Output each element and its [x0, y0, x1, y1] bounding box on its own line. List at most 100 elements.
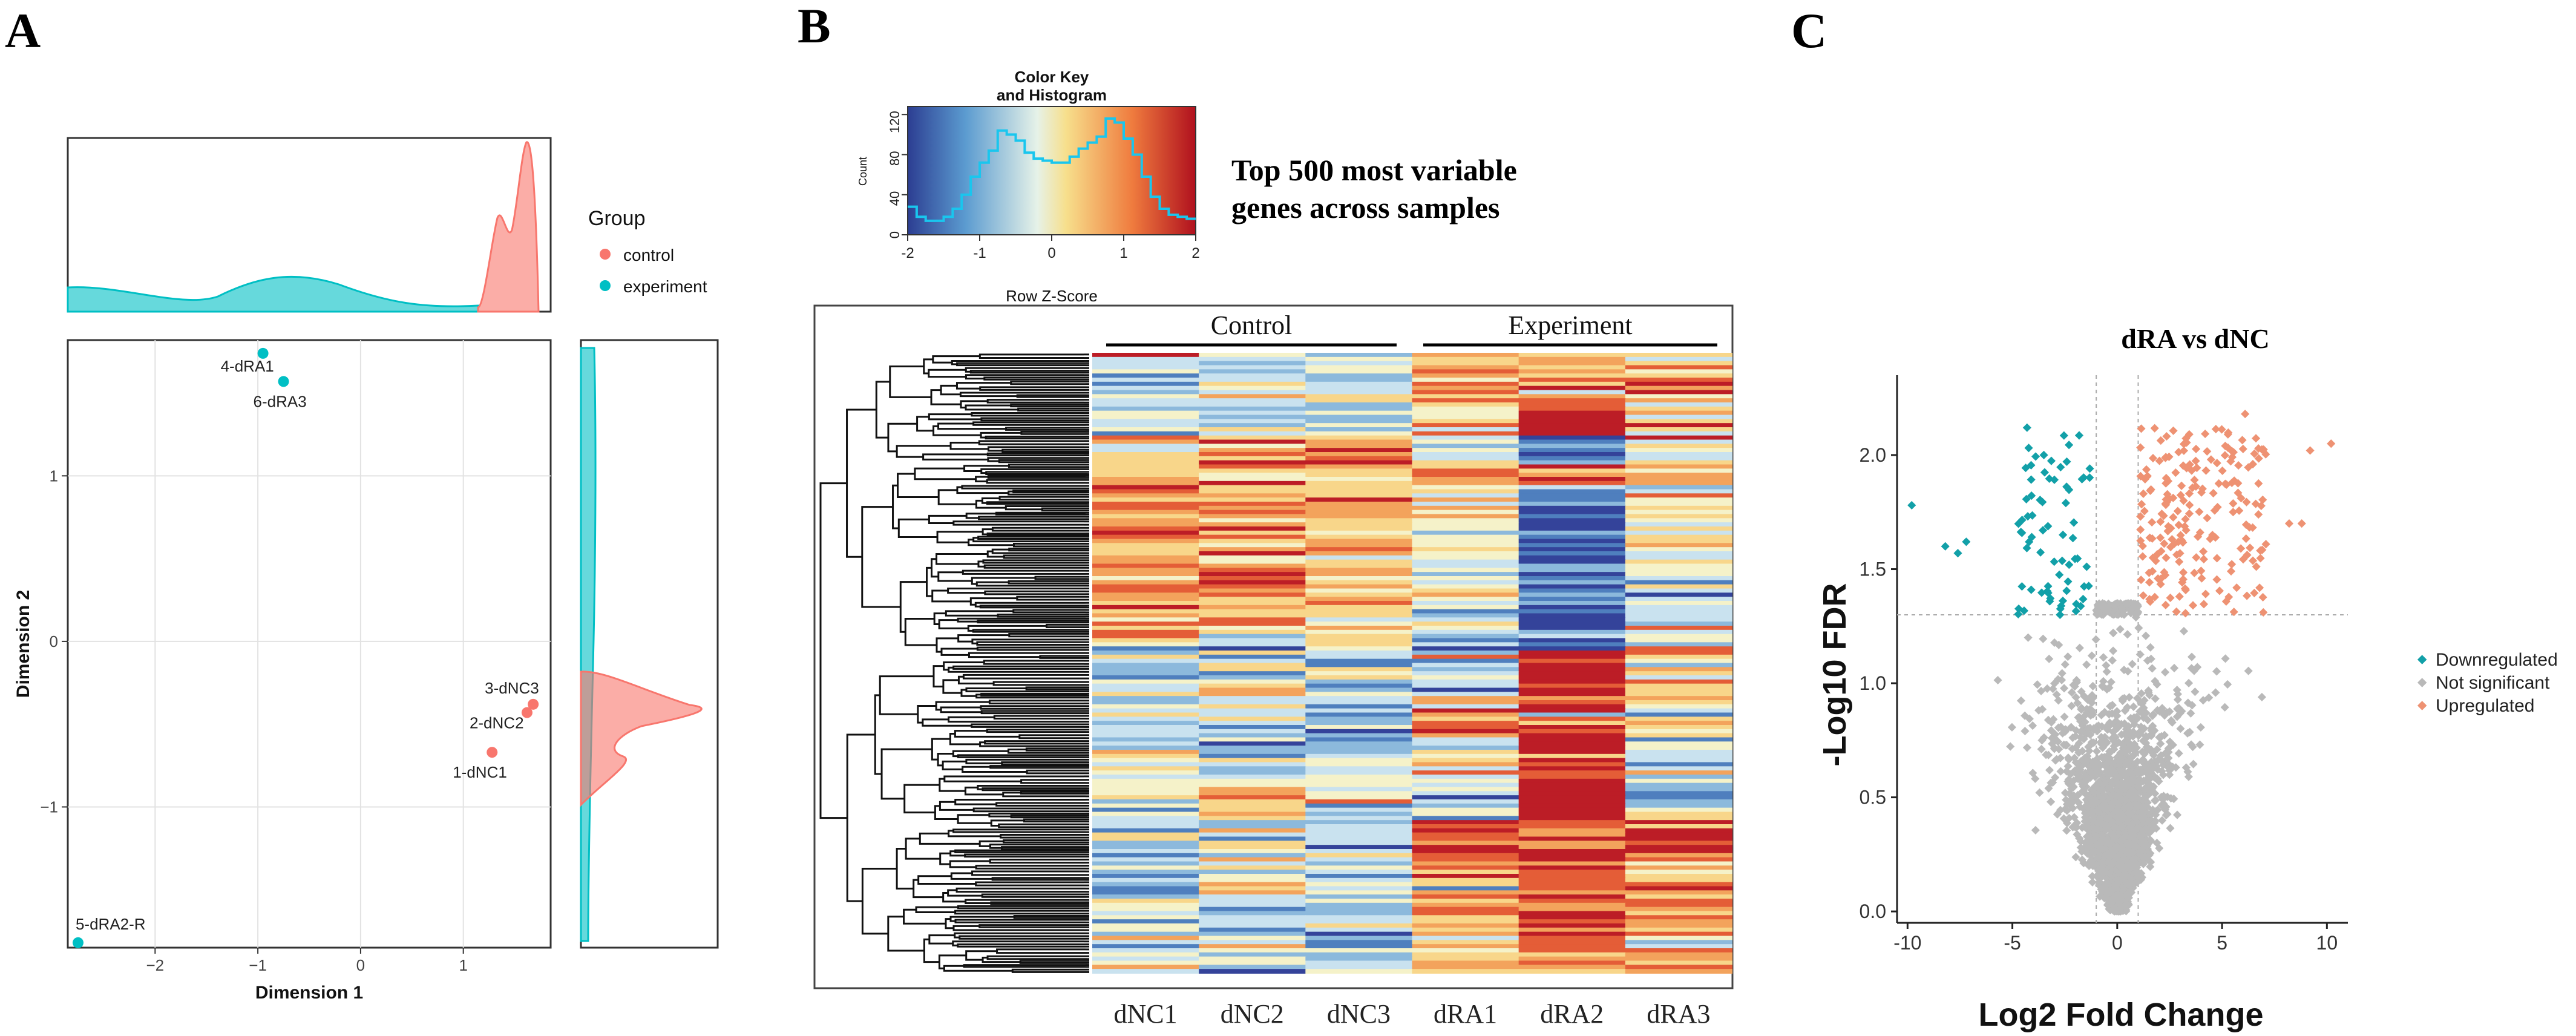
heatmap-cell: [1199, 824, 1306, 829]
dendrogram-branch: [922, 453, 988, 461]
heatmap-cell: [1092, 609, 1200, 614]
heatmap-cell: [1199, 406, 1306, 411]
heatmap-cell: [1092, 886, 1200, 891]
heatmap-cell: [1518, 518, 1626, 523]
heatmap-cell: [1199, 663, 1306, 668]
heatmap-cell: [1305, 580, 1413, 585]
heatmap-cell: [1625, 497, 1732, 502]
heatmap-cell: [1412, 473, 1519, 477]
heatmap-cell: [1518, 568, 1626, 573]
heatmap-cell: [1199, 675, 1306, 680]
volcano-point: [2160, 667, 2170, 677]
heatmap-cell: [1305, 824, 1413, 829]
heatmap-cell: [1518, 365, 1626, 370]
volcano-point: [2031, 452, 2040, 461]
heatmap-cell: [1412, 464, 1519, 470]
heatmap-cell: [1092, 915, 1200, 920]
heatmap-cell: [1625, 671, 1732, 676]
volcano-point: [2056, 767, 2065, 776]
heatmap-cell: [1092, 667, 1200, 672]
heatmap-cell: [1412, 480, 1519, 486]
heatmap-cell: [1092, 584, 1200, 589]
heatmap-cell: [1305, 770, 1413, 775]
heatmap-cell: [1625, 700, 1732, 705]
heatmap-cell: [1625, 530, 1732, 536]
heatmap-cell: [1625, 960, 1732, 966]
dendrogram-branch: [992, 681, 1086, 686]
heatmap-cell: [1412, 721, 1519, 726]
heatmap-cell: [1412, 865, 1519, 871]
heatmap-cell: [1518, 931, 1626, 937]
heatmap-cell: [1305, 444, 1413, 449]
dendrogram-branch: [993, 715, 1086, 720]
volcano-y-tick-label: 1.0: [1860, 672, 1886, 694]
heatmap-cell: [1092, 514, 1200, 519]
heatmap-cell: [1199, 518, 1306, 523]
heatmap-cell: [1518, 497, 1626, 502]
dendrogram-branch: [977, 784, 1086, 790]
heatmap-cell: [1412, 646, 1519, 651]
heatmap-cell: [1412, 617, 1519, 623]
heatmap-cell: [1518, 824, 1626, 829]
heatmap-cell: [1199, 629, 1306, 635]
heatmap-cell: [1092, 824, 1200, 829]
heatmap-cell: [1305, 353, 1413, 358]
volcano-point: [2039, 450, 2048, 460]
heatmap-cell: [1092, 782, 1200, 788]
heatmap-cell: [1625, 775, 1732, 779]
heatmap-cell: [1412, 667, 1519, 672]
heatmap-cell: [1199, 378, 1306, 382]
heatmap-cell: [1518, 886, 1626, 891]
heatmap-cell: [1305, 651, 1413, 655]
heatmap-cell: [1092, 849, 1200, 854]
heatmap-column-label: dNC2: [1221, 999, 1284, 1029]
heatmap-cell: [1625, 816, 1732, 821]
heatmap-cell: [1305, 410, 1413, 416]
heatmap-cell: [1625, 721, 1732, 726]
heatmap-cell: [1412, 621, 1519, 626]
heatmap-cell: [1305, 791, 1413, 796]
heatmap-cell: [1518, 721, 1626, 726]
heatmap-cell: [1305, 502, 1413, 507]
heatmap-cell: [1412, 580, 1519, 585]
heatmap-cell: [1518, 543, 1626, 548]
heatmap-cell: [1199, 626, 1306, 631]
dendrogram-branch: [936, 637, 959, 653]
heatmap-cell: [1092, 473, 1200, 477]
heatmap-cell: [1199, 477, 1306, 482]
dendrogram-branch: [949, 733, 980, 746]
heatmap-cell: [1305, 514, 1413, 519]
dendrogram-branch: [1018, 734, 1086, 739]
color-key-y-tick-label: 120: [887, 111, 902, 133]
heatmap-cell: [1625, 609, 1732, 614]
color-key-x-tick-label: -2: [901, 245, 914, 261]
heatmap-cell: [1625, 927, 1732, 933]
heatmap-cell: [1305, 588, 1413, 594]
heatmap-cell: [1092, 518, 1200, 523]
heatmap-cell: [1625, 915, 1732, 920]
heatmap-cell: [1625, 894, 1732, 899]
heatmap-cell: [1625, 576, 1732, 581]
heatmap-cell: [1412, 502, 1519, 507]
dendrogram-branch: [937, 571, 972, 582]
dendrogram-branch: [1010, 381, 1086, 385]
dendrogram-branch: [996, 948, 1086, 954]
heatmap-cell: [1305, 402, 1413, 407]
heatmap-cell: [1625, 683, 1732, 689]
dendrogram-branch: [1012, 609, 1086, 614]
heatmap-cell: [1625, 770, 1732, 775]
heatmap-cell: [1518, 733, 1626, 738]
volcano-point: [2227, 560, 2237, 569]
heatmap-cell: [1625, 559, 1732, 565]
heatmap-cell: [1305, 356, 1413, 362]
heatmap-cell: [1625, 911, 1732, 916]
volcano-point: [2169, 513, 2178, 522]
heatmap-cell: [1518, 588, 1626, 594]
heatmap-cell: [1305, 836, 1413, 842]
heatmap-cell: [1092, 502, 1200, 507]
heatmap-cell: [1305, 601, 1413, 606]
heatmap-cell: [1412, 361, 1519, 366]
volcano-point: [2024, 633, 2033, 642]
heatmap-cell: [1092, 642, 1200, 648]
heatmap-cell: [1412, 365, 1519, 370]
